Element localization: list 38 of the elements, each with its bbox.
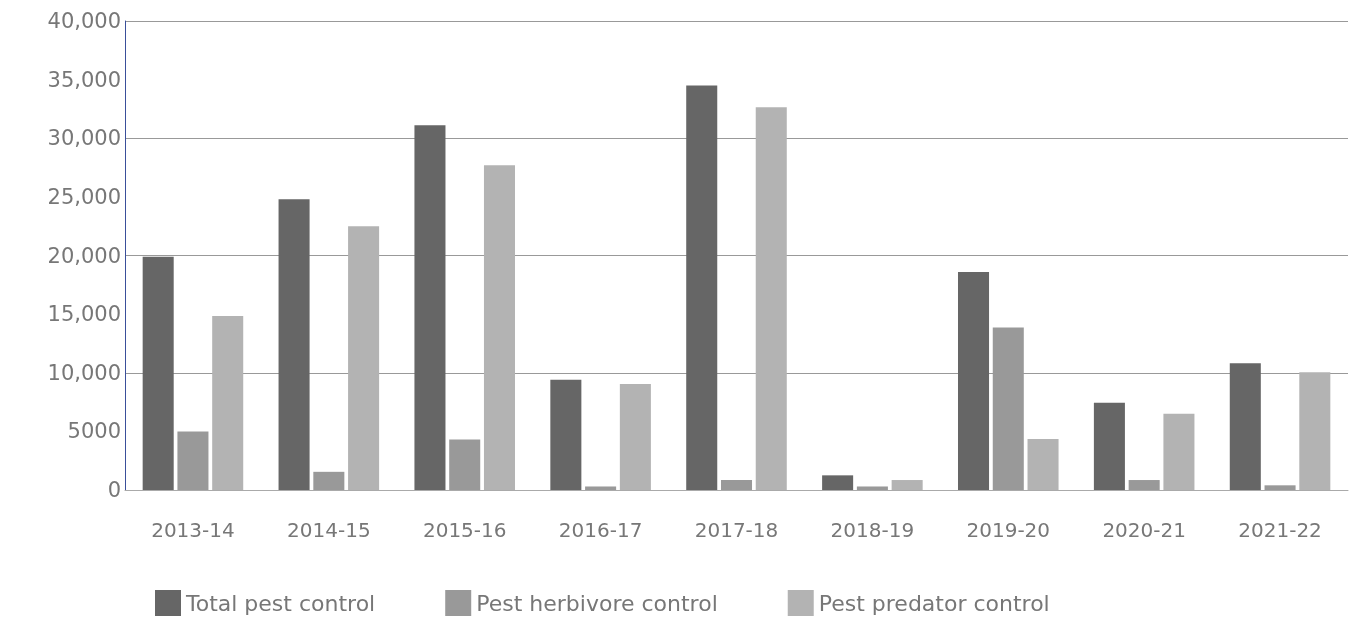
bar — [278, 199, 310, 490]
y-tick-label: 30,000 — [47, 126, 121, 151]
legend-label: Pest predator control — [818, 590, 1050, 616]
x-tick-label: 2019-20 — [966, 518, 1051, 542]
bar — [414, 125, 446, 490]
bar — [1128, 480, 1160, 490]
legend-label: Total pest control — [185, 590, 376, 616]
bar — [856, 486, 888, 490]
bar — [822, 475, 854, 490]
bar — [585, 486, 617, 490]
bar — [550, 379, 582, 490]
y-tick-label: 35,000 — [47, 67, 121, 92]
x-tick-label: 2017-18 — [694, 518, 779, 542]
x-tick-label: 2018-19 — [830, 518, 915, 542]
bar — [449, 439, 481, 490]
bar — [720, 480, 753, 490]
y-tick-label: 5000 — [67, 419, 121, 444]
y-tick-label: 0 — [107, 478, 121, 502]
y-tick-label: 15,000 — [47, 302, 121, 327]
x-tick-label: 2020-21 — [1102, 518, 1186, 542]
bar — [1093, 402, 1125, 490]
x-tick-label: 2014-15 — [287, 518, 371, 542]
x-tick-label: 2013-14 — [151, 518, 235, 542]
bar — [142, 256, 174, 490]
legend-label: Pest herbivore control — [476, 590, 718, 616]
y-tick-label: 10,000 — [47, 360, 121, 385]
bar — [313, 471, 345, 490]
bar — [686, 85, 718, 490]
x-tick-label: 2015-16 — [422, 518, 507, 542]
x-tick-label: 2021-22 — [1238, 518, 1322, 542]
y-tick-label: 20,000 — [47, 243, 121, 268]
bar — [958, 271, 990, 490]
x-tick-label: 2016-17 — [558, 518, 643, 542]
y-tick-label: 40,000 — [47, 9, 121, 33]
bar — [1264, 485, 1296, 490]
y-tick-label: 25,000 — [47, 184, 121, 209]
bar — [177, 431, 209, 490]
bar — [1229, 363, 1261, 490]
